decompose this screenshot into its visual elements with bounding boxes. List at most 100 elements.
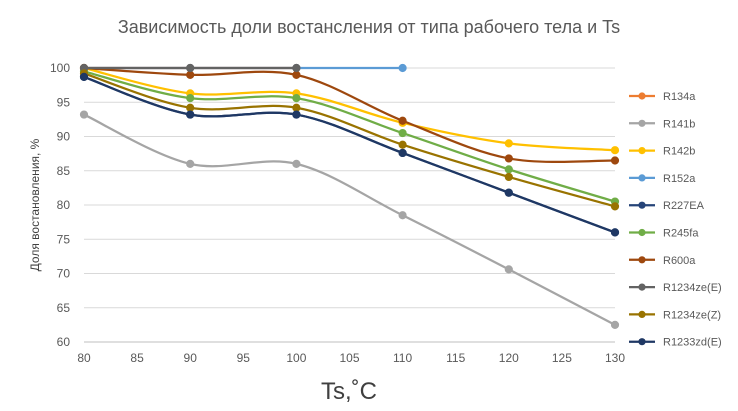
y-tick-label: 85 bbox=[57, 164, 71, 178]
data-point bbox=[292, 159, 301, 168]
x-axis-title: Ts,˚C bbox=[321, 378, 377, 405]
legend-label: R141b bbox=[663, 118, 695, 130]
series-line bbox=[82, 66, 617, 152]
legend-label: R134a bbox=[663, 91, 696, 103]
data-point bbox=[610, 156, 620, 165]
series-line bbox=[82, 70, 617, 203]
x-tick-label: 110 bbox=[393, 351, 412, 365]
data-point bbox=[504, 172, 513, 182]
series-line bbox=[82, 113, 617, 326]
series-R245fa bbox=[79, 67, 620, 206]
data-point bbox=[398, 116, 407, 125]
legend-item: R134a bbox=[629, 91, 696, 103]
y-tick-label: 60 bbox=[57, 335, 71, 349]
data-point bbox=[186, 110, 195, 119]
x-tick-label: 120 bbox=[499, 351, 519, 365]
x-tick-label: 115 bbox=[446, 351, 465, 365]
data-point bbox=[186, 94, 195, 103]
legend-label: R600a bbox=[663, 255, 696, 267]
x-tick-label: 80 bbox=[77, 351, 91, 365]
axes: 60 65 70 75 80 85 90 95 100 80 85 90 95 100 105 110 115 1… bbox=[50, 61, 625, 365]
series-R1234ze(Z) bbox=[79, 69, 620, 211]
legend-item: R600a bbox=[629, 255, 696, 267]
legend-item: R152a bbox=[629, 173, 696, 185]
legend-label: R1234ze(E) bbox=[663, 282, 722, 294]
y-tick-label: 90 bbox=[57, 130, 71, 144]
data-point bbox=[398, 63, 407, 73]
x-tick-label: 85 bbox=[130, 351, 144, 365]
data-point bbox=[398, 128, 407, 138]
data-point bbox=[504, 265, 513, 274]
legend-label: R1233zd(E) bbox=[663, 337, 722, 349]
x-tick-label: 105 bbox=[339, 351, 359, 365]
x-tick-label: 90 bbox=[184, 351, 198, 365]
y-tick-label: 75 bbox=[57, 232, 71, 246]
data-point bbox=[610, 228, 620, 237]
legend-item: R227EA bbox=[629, 200, 705, 212]
legend-label: R245fa bbox=[663, 228, 699, 240]
series-R141b bbox=[79, 110, 620, 329]
data-point bbox=[504, 139, 513, 148]
chart-title: Зависимость доли востансления от типа ра… bbox=[118, 17, 620, 37]
data-point bbox=[292, 103, 301, 112]
data-point bbox=[610, 146, 620, 155]
legend-swatch-marker bbox=[638, 92, 646, 100]
data-point bbox=[292, 63, 301, 73]
legend-item: R142b bbox=[629, 146, 695, 158]
data-point bbox=[186, 159, 195, 168]
y-tick-label: 100 bbox=[50, 61, 70, 75]
series-line bbox=[82, 66, 617, 164]
series-R142b bbox=[79, 63, 620, 155]
x-tick-label: 100 bbox=[286, 351, 306, 365]
data-point bbox=[398, 211, 407, 220]
x-tick-label: 95 bbox=[237, 351, 251, 365]
data-point bbox=[186, 70, 195, 79]
data-point bbox=[292, 70, 301, 79]
legend-label: R1234ze(Z) bbox=[663, 309, 721, 321]
y-tick-label: 65 bbox=[57, 301, 71, 315]
y-tick-label: 80 bbox=[57, 198, 71, 212]
series-R1233zd(E) bbox=[79, 72, 620, 237]
grid-lines bbox=[84, 67, 615, 343]
data-point bbox=[186, 103, 195, 112]
x-tick-label: 125 bbox=[552, 351, 572, 365]
data-point bbox=[504, 165, 513, 174]
legend-swatch-marker bbox=[638, 174, 646, 182]
series-R1234ze(E) bbox=[79, 63, 301, 73]
y-tick-label: 95 bbox=[57, 95, 71, 109]
y-axis-title: Доля востановления, % bbox=[28, 138, 42, 271]
data-point bbox=[398, 140, 407, 149]
y-tick-label: 70 bbox=[57, 267, 71, 281]
legend-item: R141b bbox=[629, 118, 695, 130]
x-tick-label: 130 bbox=[605, 351, 625, 365]
legend-label: R227EA bbox=[663, 200, 705, 212]
legend-swatch-marker bbox=[638, 283, 646, 291]
legend-label: R152a bbox=[663, 173, 696, 185]
data-point bbox=[504, 154, 513, 163]
series-lines bbox=[79, 63, 620, 329]
data-point bbox=[79, 110, 89, 119]
legend-swatch-marker bbox=[638, 147, 646, 155]
legend-item: R1234ze(Z) bbox=[629, 309, 721, 321]
series-line bbox=[82, 72, 617, 208]
data-point bbox=[504, 188, 513, 197]
data-point bbox=[398, 148, 407, 158]
data-point bbox=[79, 72, 89, 82]
legend: R134a R141b R142b R152a R227EA R245fa R600a R12… bbox=[629, 91, 722, 349]
legend-item: R1234ze(E) bbox=[629, 282, 722, 294]
data-point bbox=[610, 202, 620, 211]
data-point bbox=[186, 63, 195, 73]
legend-swatch-marker bbox=[638, 338, 646, 346]
legend-swatch-marker bbox=[638, 201, 646, 209]
legend-swatch-marker bbox=[638, 228, 646, 237]
legend-label: R142b bbox=[663, 146, 695, 158]
legend-swatch-marker bbox=[638, 256, 646, 264]
data-point bbox=[610, 320, 620, 329]
legend-item: R245fa bbox=[629, 228, 699, 240]
series-line bbox=[82, 75, 617, 234]
data-point bbox=[292, 94, 301, 103]
legend-item: R1233zd(E) bbox=[629, 337, 722, 349]
legend-swatch-marker bbox=[638, 119, 646, 127]
